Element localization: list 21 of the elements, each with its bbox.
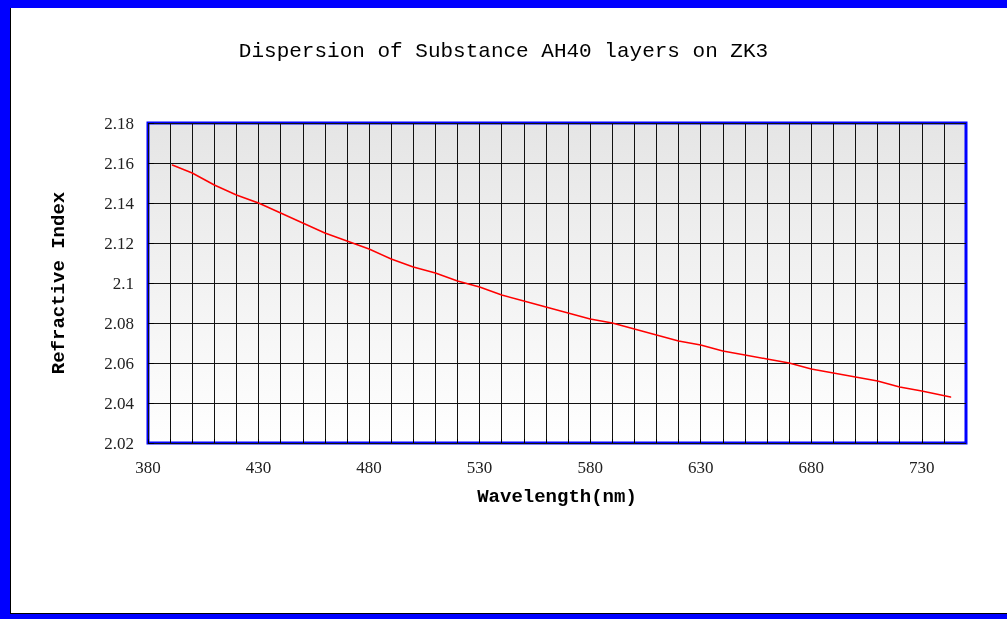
y-tick-label: 2.1 (112, 273, 134, 293)
x-tick-label: 480 (356, 458, 382, 477)
y-axis-title: Refractive Index (47, 191, 70, 375)
x-tick-label: 430 (245, 458, 272, 477)
y-tick-label: 2.02 (104, 433, 134, 453)
x-axis-title: Wavelength(nm) (477, 485, 637, 508)
y-tick-label: 2.18 (104, 113, 134, 133)
y-tick-label: 2.06 (104, 353, 134, 373)
x-tick-label: 730 (909, 458, 935, 477)
x-tick-label: 580 (577, 458, 603, 477)
y-tick-label: 2.16 (104, 153, 134, 173)
y-tick-label: 2.14 (104, 193, 135, 213)
y-tick-label: 2.04 (104, 393, 135, 413)
x-tick-label: 380 (135, 458, 161, 477)
x-tick-label: 530 (466, 458, 493, 477)
x-tick-label: 630 (687, 458, 714, 477)
line-series (171, 164, 952, 398)
chart-title: Dispersion of Substance AH40 layers on ZK3 (238, 40, 769, 63)
y-tick-label: 2.12 (104, 233, 134, 253)
y-tick-label: 2.08 (104, 313, 134, 333)
x-tick-label: 680 (798, 458, 824, 477)
